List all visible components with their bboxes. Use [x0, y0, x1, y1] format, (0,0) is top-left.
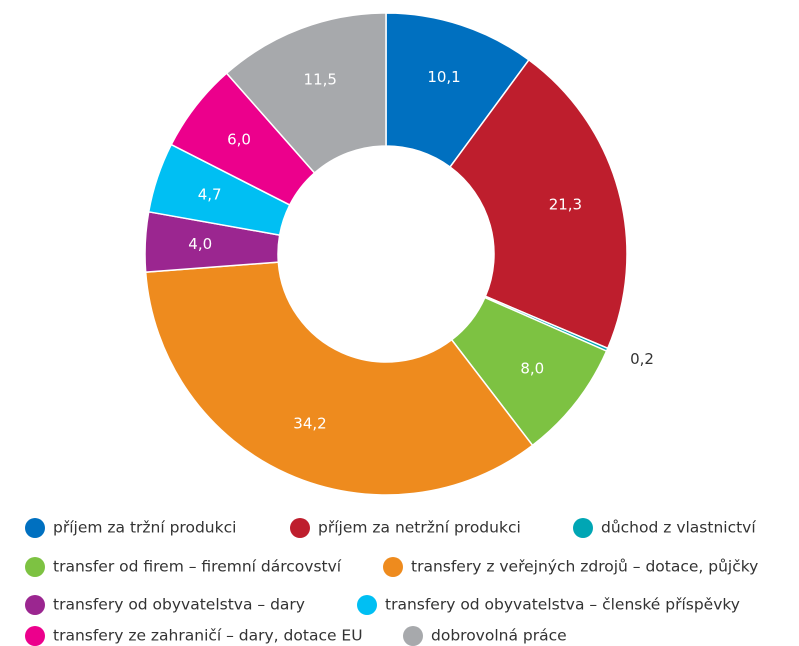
data-label: 21,3	[549, 195, 582, 213]
donut-slice	[225, 12, 387, 175]
legend-label: transfery od obyvatelstva – členské přís…	[385, 596, 740, 614]
donut-slice	[448, 58, 628, 350]
legend-marker	[573, 518, 593, 538]
legend-label: transfery z veřejných zdrojů – dotace, p…	[411, 558, 758, 576]
data-label: 6,0	[227, 130, 251, 148]
legend-label: transfer od firem – firemní dárcovství	[53, 558, 342, 576]
legend-label: příjem za tržní produkci	[53, 519, 236, 537]
data-label: 4,7	[198, 185, 222, 203]
legend-marker	[25, 595, 45, 615]
legend-marker	[403, 626, 423, 646]
legend-marker	[25, 557, 45, 577]
data-label: 11,5	[304, 71, 337, 89]
data-label: 10,1	[427, 68, 460, 86]
legend-label: transfery ze zahraničí – dary, dotace EU	[53, 627, 363, 645]
legend-label: dobrovolná práce	[431, 627, 567, 645]
legend-marker	[25, 626, 45, 646]
legend-marker	[25, 518, 45, 538]
legend-marker	[290, 518, 310, 538]
legend-label: transfery od obyvatelstva – dary	[53, 596, 305, 614]
data-label: 0,2	[630, 350, 654, 368]
legend-label: příjem za netržní produkci	[318, 519, 521, 537]
legend-label: důchod z vlastnictví	[601, 519, 756, 537]
data-label: 34,2	[293, 414, 326, 432]
data-label: 4,0	[188, 235, 212, 253]
donut-slice	[144, 261, 534, 496]
legend-marker	[357, 595, 377, 615]
data-label: 8,0	[520, 359, 544, 377]
legend-marker	[383, 557, 403, 577]
